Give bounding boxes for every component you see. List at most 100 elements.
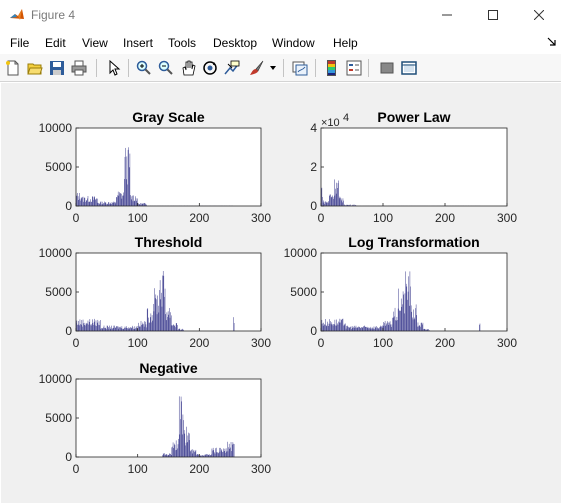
- histogram-bar: [135, 328, 136, 331]
- menu-help[interactable]: Help: [333, 36, 358, 50]
- histogram-bar: [129, 167, 130, 206]
- zoom-out-button[interactable]: [156, 58, 176, 78]
- histogram-bar: [353, 327, 355, 331]
- histogram-bar: [170, 312, 171, 331]
- zoom-in-icon: [136, 60, 151, 75]
- histogram-bar: [329, 319, 330, 331]
- histogram-bar: [77, 324, 78, 331]
- x-tick-label: 300: [251, 211, 271, 225]
- histogram-bar: [321, 187, 323, 206]
- pan-button[interactable]: [178, 58, 198, 78]
- histogram-bar: [232, 444, 233, 457]
- legend-button[interactable]: [344, 58, 364, 78]
- histogram-bar: [114, 327, 116, 331]
- histogram-axes[interactable]: Threshold 0 100 200 300 0 5000 10000: [39, 234, 272, 350]
- histogram-bar: [79, 319, 81, 331]
- x-tick-label: 300: [497, 211, 517, 225]
- histogram-bar: [117, 191, 119, 206]
- histogram-bar: [166, 454, 167, 457]
- brush-dropdown-icon[interactable]: [270, 66, 276, 70]
- minimize-button[interactable]: [424, 0, 470, 30]
- histogram-bar: [188, 432, 189, 457]
- histogram-bar: [353, 204, 354, 206]
- histogram-bar: [425, 329, 427, 331]
- histogram-bar: [183, 430, 185, 457]
- open-file-button[interactable]: [25, 58, 45, 78]
- histogram-bar: [126, 156, 128, 206]
- histogram-bar: [161, 306, 163, 331]
- histogram-bar: [133, 328, 134, 331]
- histogram-bar: [332, 324, 333, 331]
- print-button[interactable]: [69, 58, 89, 78]
- histogram-bar: [141, 324, 142, 331]
- histogram-bar: [321, 319, 323, 331]
- histogram-bar: [339, 318, 341, 331]
- histogram-axes[interactable]: Negative 0 100 200 300 0 5000 10000: [39, 360, 272, 476]
- histogram-bar: [329, 194, 331, 206]
- hide-plot-tools-button[interactable]: [377, 58, 397, 78]
- histogram-bar: [371, 328, 373, 331]
- histogram-bar: [163, 275, 165, 331]
- histogram-bar: [211, 454, 212, 457]
- menu-insert[interactable]: Insert: [123, 36, 154, 50]
- histogram-bar: [122, 195, 123, 206]
- histogram-bar: [380, 325, 382, 331]
- colorbar-button[interactable]: [322, 58, 342, 78]
- x-tick-label: 100: [128, 211, 148, 225]
- histogram-bar: [95, 199, 96, 206]
- histogram-bar: [181, 401, 182, 457]
- histogram-bar: [227, 451, 229, 457]
- histogram-bar: [364, 325, 365, 331]
- histogram-bar: [108, 328, 110, 331]
- menu-edit[interactable]: Edit: [45, 36, 66, 50]
- histogram-bar: [220, 450, 222, 457]
- rotate-3d-button[interactable]: [200, 58, 220, 78]
- toolbar-separator: [283, 59, 284, 77]
- save-button[interactable]: [47, 58, 67, 78]
- brush-button[interactable]: [247, 58, 267, 78]
- histogram-bar: [126, 327, 128, 331]
- histogram-bar: [129, 327, 131, 331]
- histogram-bar: [135, 196, 136, 206]
- show-plot-tools-button[interactable]: [399, 58, 419, 78]
- histogram-bar: [116, 326, 118, 331]
- histogram-bar: [149, 322, 150, 331]
- toolbar-separator: [96, 59, 97, 77]
- link-plot-button[interactable]: [290, 58, 310, 78]
- dock-arrow-icon[interactable]: [547, 37, 557, 47]
- pointer-button[interactable]: [104, 58, 124, 78]
- histogram-bar: [183, 420, 184, 457]
- histogram-axes[interactable]: Log Transformation 0 100 200 300 0 5000 10000: [284, 234, 518, 350]
- new-figure-button[interactable]: [3, 58, 23, 78]
- menu-desktop[interactable]: Desktop: [213, 36, 258, 50]
- maximize-button[interactable]: [470, 0, 516, 30]
- y-tick-label: 4: [310, 121, 317, 135]
- histogram-axes[interactable]: Gray Scale 0 100 200 300 0 5000 10000: [39, 109, 272, 225]
- histogram-bar: [186, 426, 187, 457]
- histogram-bar: [212, 450, 213, 457]
- histogram-bar: [333, 198, 334, 206]
- menu-file[interactable]: File: [10, 36, 30, 50]
- histogram-bar: [368, 327, 369, 331]
- menu-view[interactable]: View: [82, 36, 108, 50]
- menu-tools[interactable]: Tools: [168, 36, 197, 50]
- zoom-in-button[interactable]: [134, 58, 154, 78]
- histogram-bar: [343, 200, 344, 206]
- histogram-bar: [409, 305, 410, 331]
- close-button[interactable]: [516, 0, 561, 30]
- x-tick-label: 200: [435, 211, 455, 225]
- histogram-bar: [332, 196, 334, 206]
- histogram-bar: [334, 324, 335, 331]
- histogram-bar: [161, 292, 162, 331]
- histogram-bar: [133, 200, 135, 206]
- histogram-bar: [141, 203, 143, 206]
- histogram-bar: [343, 323, 345, 331]
- y-exponent-label: ×10: [321, 117, 340, 129]
- histogram-bar: [392, 317, 394, 331]
- menu-window[interactable]: Window: [272, 36, 315, 50]
- x-tick-label: 0: [73, 336, 80, 350]
- data-cursor-button[interactable]: [222, 58, 242, 78]
- histogram-bar: [154, 298, 156, 331]
- matlab-logo-icon: [9, 7, 25, 23]
